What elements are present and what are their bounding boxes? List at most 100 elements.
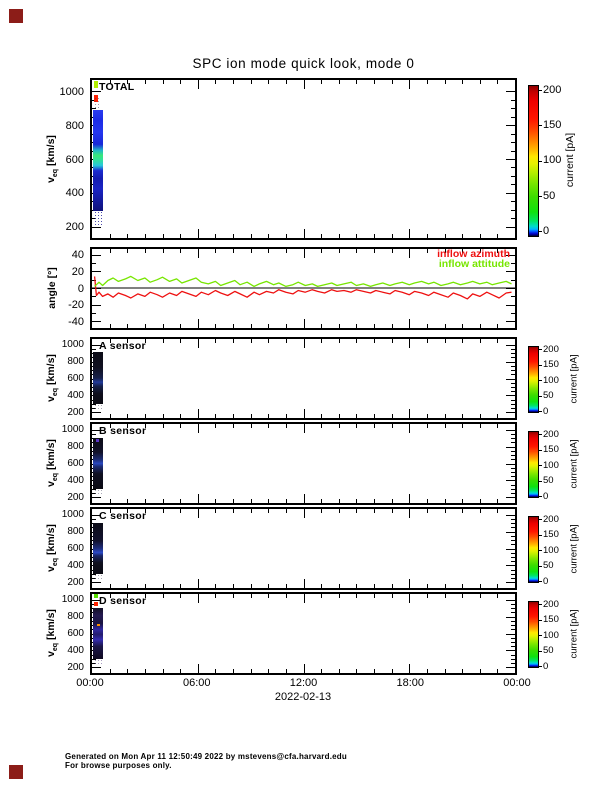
x-tick bbox=[127, 669, 129, 673]
x-tick bbox=[127, 234, 129, 238]
y-tick bbox=[92, 488, 96, 490]
data-speckles bbox=[94, 488, 103, 497]
x-tick bbox=[268, 594, 270, 598]
colorbar-tick bbox=[539, 519, 542, 520]
x-tick bbox=[197, 319, 199, 328]
x-tick bbox=[285, 499, 287, 503]
x-tick bbox=[374, 584, 375, 588]
x-tick bbox=[321, 80, 323, 84]
footer: Generated on Mon Apr 11 12:50:49 2022 by… bbox=[65, 752, 347, 770]
x-tick bbox=[285, 234, 287, 238]
y-tick bbox=[511, 391, 515, 393]
colorbar-label-total: current [pA] bbox=[564, 132, 576, 188]
x-tick bbox=[409, 664, 411, 673]
x-tick bbox=[144, 509, 146, 513]
colorbar-tick-label: 150 bbox=[543, 444, 559, 456]
x-tick bbox=[321, 249, 323, 253]
y-tick bbox=[506, 463, 515, 465]
legend-inflow-azimuth: inflow azimuth bbox=[437, 248, 510, 260]
y-tick bbox=[92, 514, 101, 516]
colorbar-tick bbox=[539, 449, 542, 451]
x-tick bbox=[197, 579, 199, 588]
y-tick bbox=[92, 254, 101, 256]
x-tick bbox=[374, 669, 375, 673]
data-mark bbox=[94, 594, 98, 598]
y-tick bbox=[92, 321, 101, 323]
x-tick-label: 12:00 bbox=[289, 677, 318, 689]
y-tick-label: 200 bbox=[67, 491, 84, 503]
x-tick bbox=[233, 234, 234, 238]
y-tick bbox=[506, 582, 515, 584]
y-tick bbox=[511, 488, 515, 490]
y-tick bbox=[511, 518, 515, 520]
x-tick bbox=[250, 584, 252, 588]
x-tick bbox=[356, 509, 358, 513]
panel-label-a: A sensor bbox=[99, 340, 146, 352]
x-tick bbox=[268, 669, 270, 673]
x-tick bbox=[338, 594, 340, 598]
x-tick bbox=[268, 339, 270, 343]
y-tick bbox=[511, 438, 515, 440]
x-tick bbox=[426, 414, 428, 418]
x-tick bbox=[374, 424, 375, 428]
y-tick bbox=[506, 616, 515, 618]
y-tick-label: 400 bbox=[65, 187, 84, 200]
y-tick bbox=[511, 348, 515, 350]
x-tick bbox=[250, 509, 252, 513]
y-tick bbox=[92, 91, 101, 93]
x-tick bbox=[479, 80, 481, 84]
x-tick bbox=[268, 324, 270, 328]
y-tick-label: 400 bbox=[67, 389, 84, 401]
x-tick bbox=[233, 594, 234, 598]
y-tick bbox=[511, 603, 515, 605]
colorbar-tick bbox=[539, 411, 542, 412]
x-tick bbox=[426, 584, 428, 588]
data-stripe bbox=[93, 607, 103, 659]
x-tick bbox=[321, 324, 323, 328]
x-tick bbox=[250, 324, 252, 328]
y-tick bbox=[511, 569, 515, 571]
y-tick-label: 400 bbox=[67, 474, 84, 486]
y-tick-label: 200 bbox=[65, 221, 84, 234]
x-tick bbox=[233, 499, 234, 503]
y-tick-label: 1000 bbox=[59, 85, 84, 98]
y-tick bbox=[506, 667, 515, 669]
x-tick bbox=[162, 669, 164, 673]
x-tick bbox=[497, 594, 499, 598]
x-tick bbox=[303, 594, 305, 603]
colorbar-tick-label: 200 bbox=[543, 83, 562, 96]
x-tick bbox=[321, 594, 323, 598]
x-tick bbox=[409, 409, 411, 418]
x-tick bbox=[497, 234, 499, 238]
x-tick bbox=[127, 424, 129, 428]
x-tick bbox=[180, 499, 182, 503]
x-tick bbox=[356, 594, 358, 598]
colorbar-tick bbox=[539, 195, 542, 197]
colorbar-tick-label: 150 bbox=[543, 359, 559, 371]
y-tick bbox=[506, 378, 515, 380]
y-tick bbox=[511, 175, 515, 177]
y-tick bbox=[511, 263, 515, 265]
chart-title: SPC ion mode quick look, mode 0 bbox=[192, 56, 415, 71]
x-tick bbox=[162, 249, 164, 253]
x-tick bbox=[127, 584, 129, 588]
x-tick bbox=[162, 80, 164, 84]
x-tick bbox=[303, 579, 305, 588]
angle-plot bbox=[92, 275, 515, 300]
x-tick bbox=[109, 414, 111, 418]
x-tick-label: 00:00 bbox=[76, 677, 104, 689]
y-tick bbox=[511, 459, 515, 461]
x-tick bbox=[321, 584, 323, 588]
y-tick bbox=[511, 471, 515, 473]
x-tick bbox=[321, 414, 323, 418]
data-speckles bbox=[94, 97, 100, 110]
x-tick bbox=[391, 324, 393, 328]
panel-c-sensor: C sensor bbox=[90, 507, 517, 590]
x-tick bbox=[285, 669, 287, 673]
x-tick bbox=[180, 234, 182, 238]
colorbar bbox=[528, 601, 539, 668]
x-tick bbox=[180, 509, 182, 513]
y-tick bbox=[511, 629, 515, 631]
x-tick bbox=[109, 424, 111, 428]
colorbar-tick-label: 50 bbox=[543, 189, 556, 202]
